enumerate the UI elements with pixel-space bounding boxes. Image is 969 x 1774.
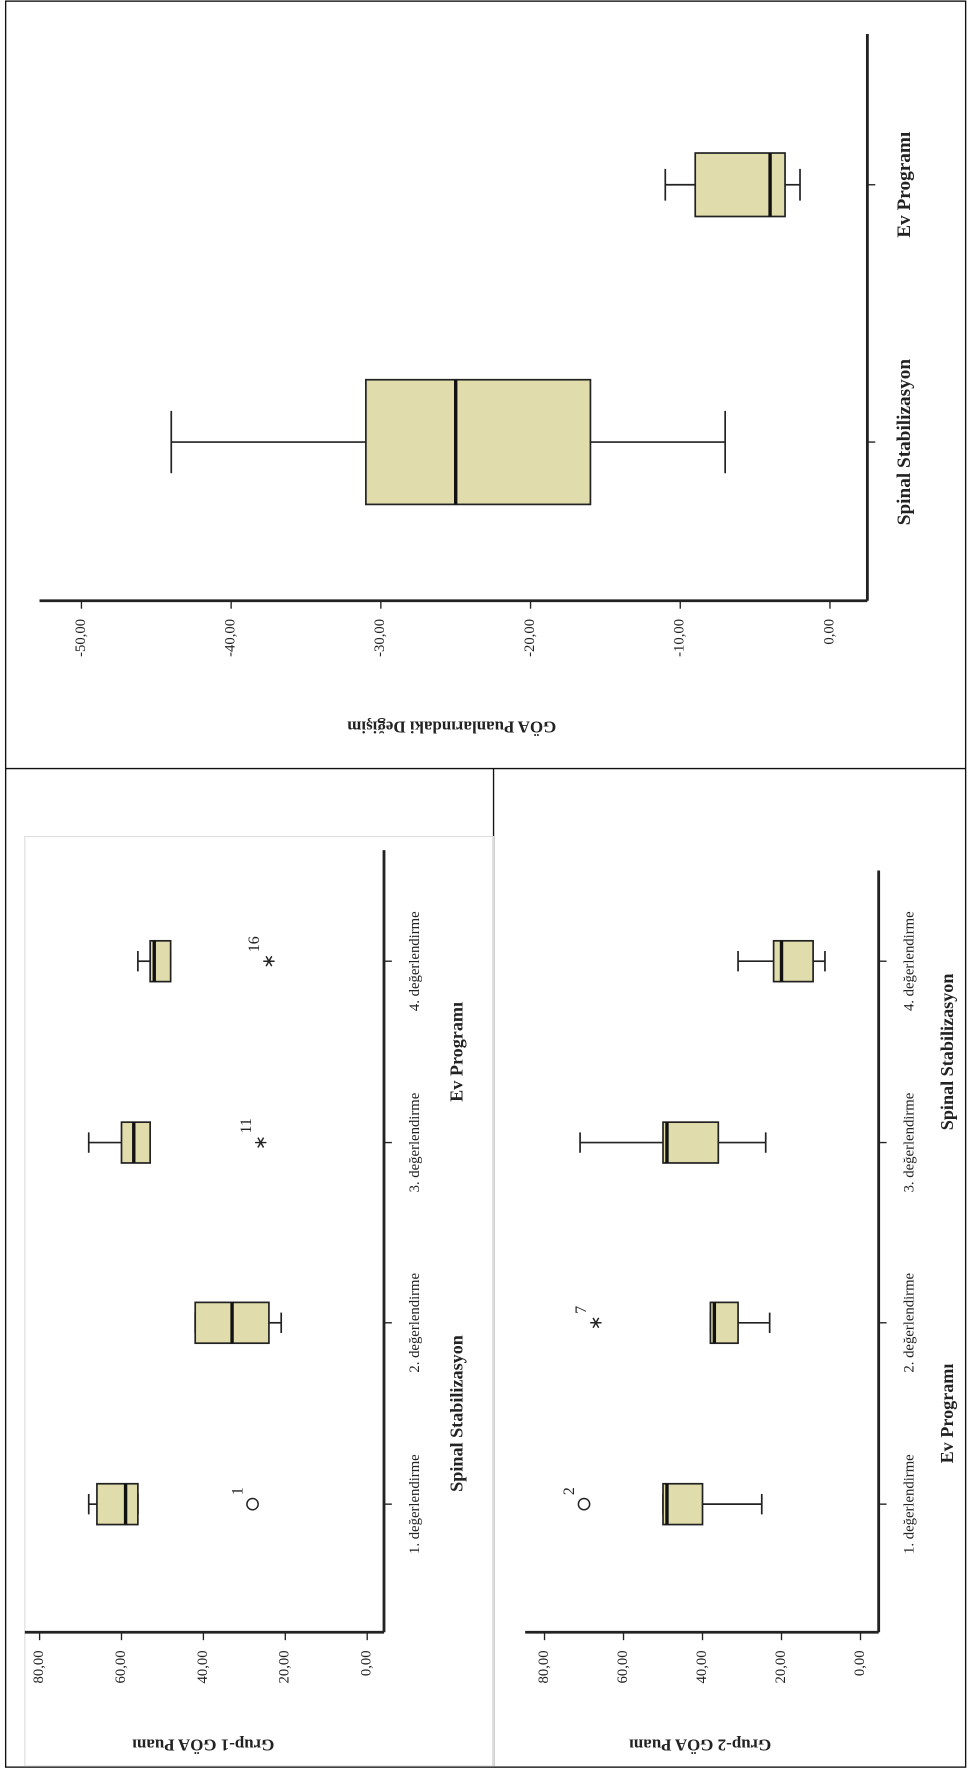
figure-body: 0,00 -10,00 -20,00 -30,00 -40,00 -50,00 Spinal… [4,0,967,1768]
y-axis-title: GÖA Puanlarındaki Değişim [347,718,556,737]
x-tick-label: Spinal Stabilizasyon [894,359,915,526]
outlier-label: 2 [561,1487,578,1495]
x-tick-label: 4. değerlendirme [407,911,423,1011]
y-tick-label: 80,00 [536,1650,552,1683]
y-tick-label: 40,00 [195,1650,211,1683]
x-tick-label: 2. değerlendirme [407,1272,423,1372]
y-tick-label: -30,00 [372,619,388,657]
outlier-label: 7 [573,1306,590,1314]
y-tick-label: 0,00 [852,1650,868,1676]
x-tick-label: 3. değerlendirme [902,1092,918,1192]
y-tick-label: 40,00 [694,1650,710,1683]
x-tick-label: 3. değerlendirme [407,1092,423,1192]
outlier-label: 1 [230,1487,247,1495]
extreme-outlier [255,1137,267,1148]
x-tick-label: 2. değerlendirme [902,1272,918,1372]
y-tick-label: 0,00 [821,619,837,645]
y-tick-label: 60,00 [113,1650,129,1683]
group-label: Spinal Stabilizasyon [447,1335,467,1492]
box [662,1482,704,1526]
box [365,378,592,506]
outer-frame [4,0,967,1768]
y-tick-label: 20,00 [773,1650,789,1683]
outlier-label: 16 [246,936,263,952]
outlier [577,1497,591,1511]
extreme-outlier [590,1317,602,1329]
x-tick-label: 1. değerlendirme [902,1454,918,1554]
y-tick-label: 80,00 [31,1650,47,1683]
y-tick-label: -20,00 [522,619,538,657]
y-tick-label: -40,00 [223,619,239,657]
group-label: Ev Programı [447,1002,467,1102]
box [772,939,814,983]
plot-frame [24,835,495,1767]
outlier [246,1497,259,1511]
box [96,1482,139,1526]
y-axis-title: Grup-1 GÖA Puanı [132,1735,274,1754]
extreme-outlier [263,955,275,967]
x-tick-label: 4. değerlendirme [902,911,918,1011]
y-tick-label: -50,00 [73,619,89,657]
group-label: Ev Programı [937,1364,957,1464]
group-label: Spinal Stabilizasyon [937,974,957,1131]
box [662,1121,720,1164]
box [120,1121,152,1164]
y-tick-label: -10,00 [672,619,688,657]
outlier-label: 11 [238,1118,255,1133]
y-tick-label: 20,00 [277,1650,293,1683]
y-tick-label: 0,00 [359,1650,375,1676]
y-axis-title: Grup-2 GÖA Puanı [629,1735,771,1754]
x-tick-label: Ev Programı [894,131,915,238]
x-tick-label: 1. değerlendirme [407,1454,423,1554]
y-tick-label: 60,00 [615,1650,631,1683]
